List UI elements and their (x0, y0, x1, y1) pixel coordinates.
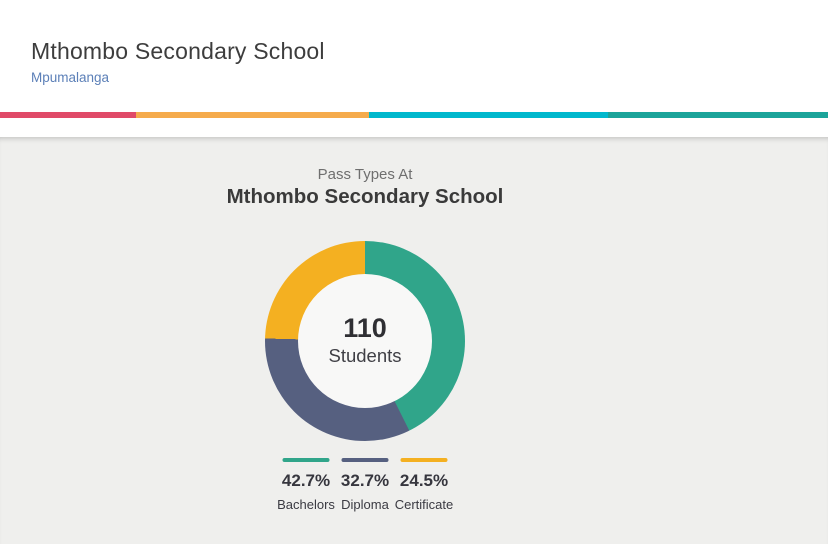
page-header: Mthombo Secondary School Mpumalanga (0, 0, 828, 112)
donut-chart[interactable]: 110 Students (265, 241, 465, 441)
region-link[interactable]: Mpumalanga (31, 70, 110, 85)
chart-panel: Pass Types At Mthombo Secondary School 1… (0, 137, 828, 544)
donut-total-value: 110 (343, 312, 387, 343)
legend-item-certificate[interactable]: 24.5% Certificate (395, 458, 453, 512)
chart-title: Mthombo Secondary School (226, 185, 504, 208)
legend-percent: 32.7% (340, 471, 390, 490)
stripe-segment-teal (607, 112, 828, 118)
legend-label: Bachelors (277, 497, 335, 512)
legend-swatch-diploma (341, 458, 389, 462)
legend-swatch-certificate (400, 458, 448, 462)
legend-item-bachelors[interactable]: 42.7% Bachelors (277, 458, 335, 512)
pass-types-chart: Pass Types At Mthombo Secondary School 1… (0, 137, 730, 544)
legend-label: Certificate (394, 497, 454, 512)
chart-legend: 42.7% Bachelors 32.7% Diploma 24.5% Cert… (277, 458, 453, 512)
legend-label: Diploma (341, 497, 389, 512)
donut-center: 110 Students (298, 274, 432, 408)
page-title: Mthombo Secondary School (31, 38, 325, 64)
stripe-segment-cyan (369, 112, 608, 118)
legend-item-diploma[interactable]: 32.7% Diploma (340, 458, 390, 512)
legend-percent: 42.7% (281, 471, 331, 490)
donut-total-label: Students (328, 345, 402, 367)
color-stripe (0, 112, 828, 118)
legend-swatch-bachelors (282, 458, 330, 462)
legend-percent: 24.5% (399, 471, 449, 490)
stripe-segment-orange (136, 112, 370, 118)
stripe-segment-pink (0, 112, 137, 118)
chart-subtitle: Pass Types At (317, 166, 413, 183)
